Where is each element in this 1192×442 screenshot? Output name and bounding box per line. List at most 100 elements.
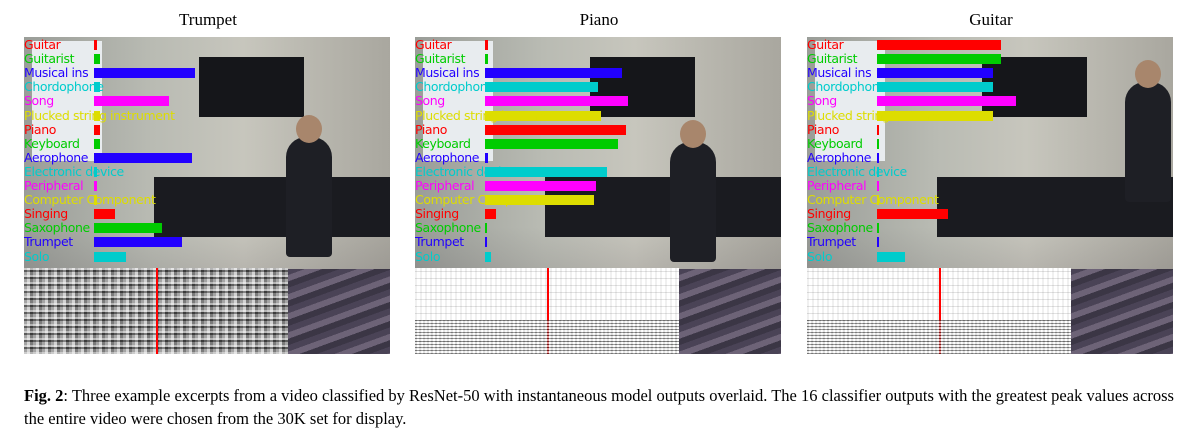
- score-row: Singing: [415, 206, 781, 222]
- score-row: Song: [24, 93, 390, 108]
- panel-title: Piano: [579, 10, 619, 29]
- score-bar: [485, 138, 618, 149]
- score-label: Guitarist: [807, 51, 858, 67]
- score-bar: [877, 110, 993, 121]
- score-bar: [877, 82, 993, 93]
- score-label: Song: [415, 93, 445, 109]
- score-bar: [485, 195, 595, 206]
- score-bar: [485, 96, 629, 107]
- tv-scene: [199, 57, 304, 117]
- score-bar: [485, 152, 489, 163]
- score-bar: [94, 124, 101, 135]
- playhead-line: [939, 268, 941, 354]
- score-bar: [94, 166, 98, 177]
- score-label: Electronic device: [415, 163, 515, 179]
- panel-title: Guitar: [969, 10, 1013, 29]
- score-row: Song: [415, 93, 781, 109]
- score-row: Aerophone: [24, 150, 390, 165]
- score-row: Guitar: [24, 37, 390, 52]
- score-bar: [94, 68, 195, 79]
- score-label: Keyboard: [807, 135, 863, 151]
- score-label: Musical ins: [807, 65, 872, 81]
- spectrogram: [24, 268, 288, 354]
- score-label: Computer Component: [415, 192, 547, 208]
- score-row: Musical ins: [415, 65, 781, 80]
- score-row: Piano: [807, 122, 1173, 137]
- score-bar: [877, 40, 1002, 50]
- score-bar: [94, 82, 101, 93]
- score-bar: [877, 68, 993, 79]
- score-bar: [94, 209, 116, 220]
- score-bar: [485, 181, 597, 191]
- score-row: Trumpet: [415, 234, 781, 250]
- score-bar: [877, 223, 880, 234]
- score-bar: [877, 195, 880, 206]
- panel-trumpet: Trumpet Guitar Guitarist Musical ins Chordo…: [24, 0, 392, 360]
- score-row: Saxophone: [415, 220, 781, 236]
- performer: [1125, 60, 1171, 202]
- tv-scene: [982, 57, 1087, 117]
- score-label: Trumpet: [24, 234, 73, 250]
- score-bar: [94, 223, 163, 234]
- tv-scene: [590, 57, 695, 117]
- score-bar: [94, 251, 127, 262]
- score-label: Song: [807, 93, 837, 109]
- score-bar: [485, 223, 488, 234]
- video-frame: Guitar Guitarist Musical ins Chordophone Son…: [415, 37, 781, 354]
- score-label: Computer Component: [24, 192, 156, 208]
- score-label: Trumpet: [415, 234, 464, 250]
- score-row: Electronic device: [807, 163, 1173, 179]
- playhead-line: [156, 268, 158, 354]
- score-label: Aerophone: [807, 149, 872, 165]
- score-label: Keyboard: [24, 135, 80, 151]
- score-bar: [94, 195, 98, 206]
- score-label: Solo: [807, 248, 833, 264]
- score-label: Saxophone: [24, 220, 90, 236]
- spectrogram: [807, 268, 1071, 354]
- panel-guitar: Guitar Guitar Guitarist Musical ins Chordop…: [807, 0, 1175, 360]
- score-label: Electronic device: [807, 163, 907, 179]
- score-label: Plucked string instrument: [24, 107, 175, 123]
- score-row: Guitarist: [415, 51, 781, 67]
- score-row: Solo: [807, 248, 1173, 264]
- score-bar: [877, 181, 880, 191]
- score-row: Saxophone: [24, 220, 390, 236]
- panel-piano: Piano Guitar Guitarist Musical ins Chordoph…: [415, 0, 783, 360]
- score-row: Chordophone: [807, 79, 1173, 94]
- score-row: Guitarist: [24, 51, 390, 66]
- score-row: Chordophone: [415, 79, 781, 94]
- score-label: Singing: [807, 206, 851, 222]
- score-label: Saxophone: [415, 220, 481, 236]
- score-bar: [877, 138, 880, 149]
- score-row: Guitar: [415, 37, 781, 52]
- score-row: Peripheral: [415, 178, 781, 193]
- score-label: Computer Component: [807, 192, 939, 208]
- score-label: Saxophone: [807, 220, 873, 236]
- score-row: Computer Component: [415, 192, 781, 208]
- score-bar: [485, 166, 607, 177]
- score-bar: [485, 82, 599, 93]
- score-label: Keyboard: [415, 135, 471, 151]
- score-row: Electronic device: [415, 163, 781, 179]
- score-label: Chordophone: [24, 79, 104, 95]
- score-bar: [94, 54, 101, 65]
- score-row: Plucked string instrument: [807, 108, 1173, 123]
- score-bar: [94, 152, 193, 163]
- score-bar: [94, 181, 98, 191]
- score-label: Guitarist: [415, 51, 466, 67]
- score-bar: [485, 237, 488, 248]
- score-row: Musical ins: [24, 65, 390, 80]
- score-bar: [485, 68, 622, 79]
- score-row: Guitar: [807, 37, 1173, 52]
- score-bar: [877, 54, 1002, 65]
- score-row: Singing: [807, 206, 1173, 222]
- spectrogram: [415, 268, 679, 354]
- score-label: Solo: [415, 248, 441, 264]
- score-bar: [485, 40, 489, 50]
- performer: [286, 115, 332, 257]
- score-label: Singing: [415, 206, 459, 222]
- panel-title: Trumpet: [179, 10, 237, 29]
- score-bar: [485, 251, 492, 262]
- video-frame: Guitar Guitarist Musical ins Chordophone Son…: [807, 37, 1173, 354]
- score-label: Peripheral: [807, 178, 867, 193]
